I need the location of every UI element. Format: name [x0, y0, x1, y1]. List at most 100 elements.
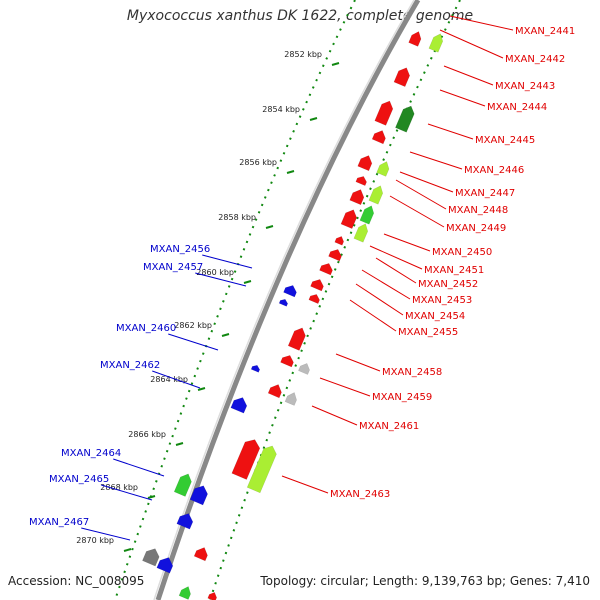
leader-line [113, 458, 165, 477]
tick-label: 2852 kbp [284, 50, 322, 59]
tick-mark [331, 62, 340, 66]
gene-label-forward[interactable]: MXAN_2447 [455, 188, 515, 199]
leader-line [168, 333, 219, 351]
tick-label: 2870 kbp [76, 536, 114, 545]
gene-arrow[interactable] [142, 546, 161, 567]
gene-label-reverse[interactable]: MXAN_2464 [61, 448, 121, 459]
genome-summary: Topology: circular; Length: 9,139,763 bp… [260, 574, 590, 588]
genome-backbone [155, 0, 421, 600]
gene-label-forward[interactable]: MXAN_2445 [475, 135, 535, 146]
gene-label-forward[interactable]: MXAN_2444 [487, 102, 547, 113]
gene-arrow[interactable] [308, 292, 321, 304]
gene-labels: MXAN_2441 MXAN_2442 MXAN_2443 MXAN_2444 MXAN… [29, 26, 575, 528]
gene-label-reverse[interactable]: MXAN_2457 [143, 262, 203, 273]
gene-arrow[interactable] [368, 184, 385, 205]
gene-arrows [142, 30, 445, 600]
gene-label-forward[interactable]: MXAN_2463 [330, 489, 390, 500]
tick-label: 2858 kbp [218, 213, 256, 222]
gene-label-reverse[interactable]: MXAN_2456 [150, 244, 210, 255]
leader-line [361, 269, 411, 300]
gene-label-forward[interactable]: MXAN_2441 [515, 26, 575, 37]
gene-label-forward[interactable]: MXAN_2461 [359, 421, 419, 432]
gene-arrow[interactable] [267, 382, 284, 399]
gene-arrow[interactable] [278, 298, 289, 307]
gene-arrow[interactable] [231, 436, 262, 480]
ring-outer-dots [209, 0, 461, 600]
gene-label-forward[interactable]: MXAN_2458 [382, 367, 442, 378]
tick-label: 2854 kbp [262, 105, 300, 114]
gene-arrow[interactable] [207, 591, 218, 600]
gene-arrow[interactable] [230, 395, 249, 414]
accession-text: Accession: NC_008095 [8, 574, 145, 588]
gene-arrow[interactable] [328, 247, 344, 262]
leader-line [195, 272, 247, 287]
leader-line [319, 377, 371, 397]
leader-line [439, 29, 504, 59]
tick-mark [175, 442, 184, 446]
gene-arrow[interactable] [250, 364, 261, 373]
tick-mark [221, 333, 230, 337]
gene-label-forward[interactable]: MXAN_2450 [432, 247, 492, 258]
gene-label-forward[interactable]: MXAN_2452 [418, 279, 478, 290]
gene-arrow[interactable] [173, 472, 194, 497]
tick-mark [147, 495, 156, 499]
gene-arrow[interactable] [193, 545, 210, 562]
leader-line [399, 171, 454, 193]
gene-arrow[interactable] [353, 222, 370, 243]
gene-arrow[interactable] [395, 104, 416, 133]
leader-line [389, 195, 445, 228]
gene-arrow[interactable] [359, 204, 376, 225]
leader-line [395, 179, 447, 210]
gene-arrow[interactable] [176, 511, 195, 530]
gene-arrow[interactable] [283, 283, 299, 298]
gene-label-forward[interactable]: MXAN_2446 [464, 165, 524, 176]
leader-line [355, 283, 404, 316]
gene-arrow[interactable] [298, 361, 311, 375]
gene-arrow[interactable] [371, 128, 388, 145]
gene-arrow[interactable] [319, 261, 335, 276]
tick-mark [286, 170, 295, 174]
genome-backbone-highlight [153, 0, 415, 600]
gene-arrow[interactable] [357, 153, 375, 172]
gene-arrow[interactable] [376, 160, 392, 177]
leader-line [349, 299, 397, 332]
gene-arrow[interactable] [189, 483, 210, 506]
gene-label-reverse[interactable]: MXAN_2467 [29, 517, 89, 528]
gene-label-forward[interactable]: MXAN_2451 [424, 265, 484, 276]
gene-arrow[interactable] [428, 32, 445, 53]
gene-arrow[interactable] [408, 30, 424, 47]
gene-label-reverse[interactable]: MXAN_2465 [49, 474, 109, 485]
gene-arrow[interactable] [334, 235, 345, 246]
tick-label: 2860 kbp [196, 268, 234, 277]
gene-arrow[interactable] [246, 443, 279, 494]
leader-line [281, 475, 329, 494]
gene-label-forward[interactable]: MXAN_2443 [495, 81, 555, 92]
leader-line [443, 65, 494, 86]
gene-label-forward[interactable]: MXAN_2454 [405, 311, 465, 322]
gene-label-forward[interactable]: MXAN_2459 [372, 392, 432, 403]
gene-arrow[interactable] [280, 353, 296, 368]
gene-label-forward[interactable]: MXAN_2455 [398, 327, 458, 338]
gene-label-forward[interactable]: MXAN_2442 [505, 54, 565, 65]
gene-arrow[interactable] [374, 99, 395, 126]
gene-arrow[interactable] [287, 326, 308, 351]
gene-arrow[interactable] [284, 391, 299, 406]
kbp-ticks: 2852 kbp 2854 kbp 2856 kbp 2858 kbp 2860 kbp… [76, 50, 340, 552]
gene-label-forward[interactable]: MXAN_2449 [446, 223, 506, 234]
gene-arrow[interactable] [156, 555, 175, 574]
gene-arrow[interactable] [349, 187, 367, 206]
tick-mark [265, 225, 274, 229]
gene-arrow[interactable] [355, 174, 368, 186]
gene-arrow[interactable] [310, 277, 326, 292]
leader-line [311, 405, 358, 426]
leader-line [439, 89, 486, 107]
gene-label-forward[interactable]: MXAN_2453 [412, 295, 472, 306]
tick-label: 2864 kbp [150, 375, 188, 384]
gene-arrow[interactable] [178, 585, 193, 600]
gene-arrow[interactable] [393, 65, 412, 87]
gene-label-reverse[interactable]: MXAN_2460 [116, 323, 176, 334]
leader-line [375, 257, 417, 284]
gene-label-forward[interactable]: MXAN_2448 [448, 205, 508, 216]
gene-arrow[interactable] [340, 207, 359, 229]
gene-label-reverse[interactable]: MXAN_2462 [100, 360, 160, 371]
